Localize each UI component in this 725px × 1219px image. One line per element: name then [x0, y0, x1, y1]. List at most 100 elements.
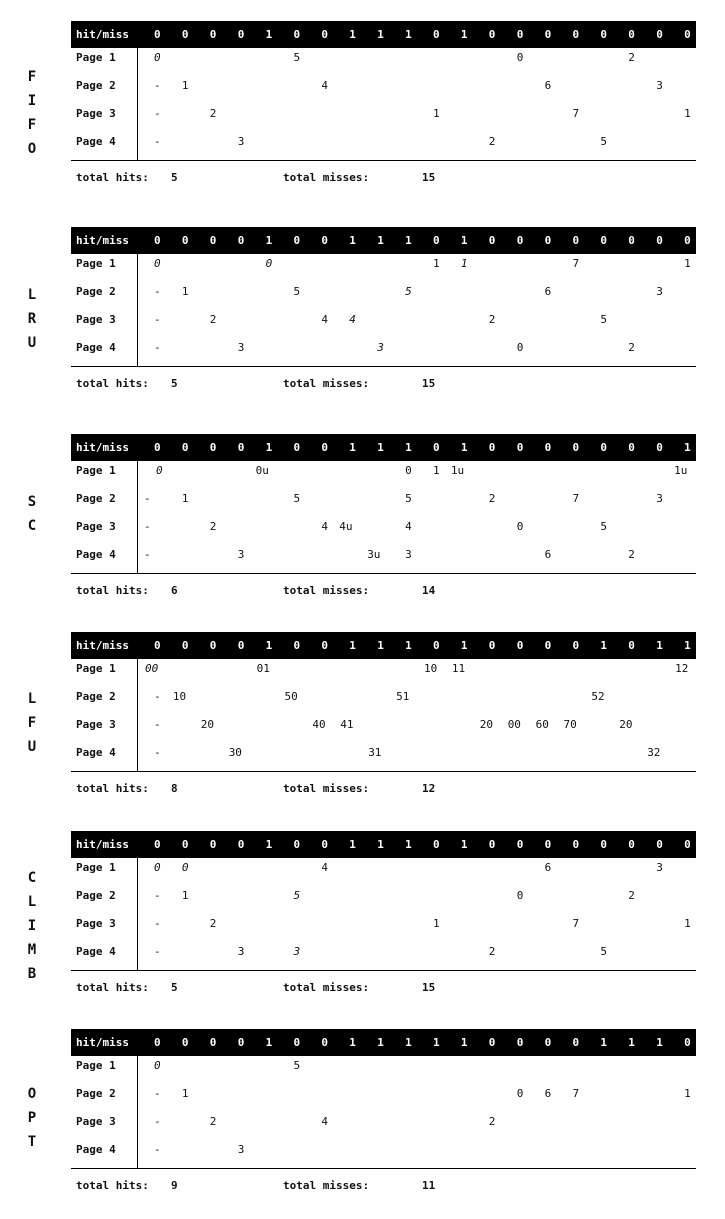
- row-label-page-4: Page 4: [76, 135, 116, 148]
- row-label-page-3: Page 3: [76, 718, 116, 731]
- hitmiss-value: 0: [209, 838, 217, 851]
- page-cell: 1: [433, 257, 440, 270]
- hitmiss-value: 0: [488, 838, 496, 851]
- hitmiss-value: 1: [460, 234, 468, 247]
- hitmiss-value: 0: [181, 838, 189, 851]
- hitmiss-value: 0: [209, 28, 217, 41]
- hitmiss-value: 1: [460, 838, 468, 851]
- hitmiss-value: 0: [209, 234, 217, 247]
- page-cell: 0: [154, 51, 161, 64]
- row-label-page-4: Page 4: [76, 341, 116, 354]
- hitmiss-value: 0: [209, 441, 217, 454]
- row-label-page-1: Page 1: [76, 257, 116, 270]
- hitmiss-value: 1: [433, 1036, 440, 1049]
- page-cell: 2: [209, 917, 217, 930]
- page-cell: 3: [237, 945, 245, 958]
- page-cell: 1: [181, 285, 189, 298]
- table-bottom-rule: [71, 1168, 696, 1169]
- algorithm-label: C L I M B: [27, 870, 37, 982]
- hitmiss-value: 1: [460, 639, 468, 652]
- page-cell: 60: [535, 718, 549, 731]
- page-cell: 20: [479, 718, 494, 731]
- hitmiss-value: 1: [684, 639, 691, 652]
- page-cell: 20: [200, 718, 215, 731]
- page-cell: 7: [572, 1087, 580, 1100]
- page-cell: 2: [209, 520, 217, 533]
- hitmiss-header: hit/miss 0 0 0 0 1 0 0 1 1 1 0 1 0 0 0 0 0 0 0 0: [71, 21, 696, 48]
- table-bottom-rule: [71, 771, 696, 772]
- page-cell: 5: [293, 1059, 301, 1072]
- page-cell: 2: [488, 313, 496, 326]
- hitmiss-value: 0: [237, 639, 245, 652]
- page-cell: 1: [684, 917, 691, 930]
- hitmiss-value: 0: [572, 28, 580, 41]
- hitmiss-value: 0: [181, 1036, 189, 1049]
- page-cell: 31: [368, 746, 382, 759]
- hitmiss-value: 1: [600, 1036, 608, 1049]
- page-cell: 0: [154, 257, 161, 270]
- hitmiss-value: 0: [154, 838, 161, 851]
- page-cell: 5: [600, 135, 608, 148]
- table-bottom-rule: [71, 573, 696, 574]
- page-cell: 4: [321, 520, 329, 533]
- hitmiss-value: 0: [154, 1036, 161, 1049]
- row-label-page-4: Page 4: [76, 945, 116, 958]
- page-cell: 7: [572, 257, 580, 270]
- hitmiss-value: 1: [405, 234, 412, 247]
- page-cell: 1: [684, 1087, 691, 1100]
- page-cell: -: [154, 690, 161, 703]
- page-cell: 1: [433, 107, 440, 120]
- hitmiss-value: 0: [544, 28, 552, 41]
- page-cell: 4: [321, 79, 329, 92]
- page-cell: 7: [572, 917, 580, 930]
- hitmiss-value: 0: [488, 441, 496, 454]
- hitmiss-value: 0: [154, 639, 161, 652]
- page-cell: 3: [656, 492, 663, 505]
- hitmiss-value: 0: [572, 838, 580, 851]
- page-cell: 4: [405, 520, 412, 533]
- page-cell: 1: [460, 257, 468, 270]
- hitmiss-value: 1: [460, 1036, 468, 1049]
- section-lru: L R U hit/miss 0 0 0 0 1 0 0 1 1 1 0 1 0 0 0 0 0 0 0 0 Page 1 P…: [0, 227, 725, 397]
- section-fifo: F I F O hit/miss 0 0 0 0 1 0 0 1 1 1 0 1 0 0 0 0 0 0 0 0 Page …: [0, 21, 725, 191]
- page-cell: 3: [405, 548, 412, 561]
- page-cell: -: [154, 945, 161, 958]
- total-hits-label: total hits:: [76, 171, 149, 184]
- hitmiss-value: 1: [265, 234, 273, 247]
- hitmiss-value: 0: [656, 441, 663, 454]
- page-cell: 2: [209, 1115, 217, 1128]
- page-cell: 0: [516, 51, 524, 64]
- hitmiss-header: hit/miss 0 0 0 0 1 0 0 1 1 1 0 1 0 0 0 0 0 0 0 1: [71, 434, 696, 461]
- hitmiss-value: 0: [154, 234, 161, 247]
- page-cell: -: [154, 285, 161, 298]
- hitmiss-value: 1: [405, 639, 412, 652]
- total-misses-value: 12: [422, 782, 436, 795]
- page-cell: 00: [145, 662, 159, 675]
- total-misses-value: 15: [422, 171, 436, 184]
- hitmiss-value: 0: [321, 234, 329, 247]
- page-cell: -: [154, 79, 161, 92]
- hitmiss-value: 1: [377, 639, 384, 652]
- page-cell: 20: [619, 718, 633, 731]
- row-label-page-3: Page 3: [76, 1115, 116, 1128]
- page-cell: 5: [405, 285, 412, 298]
- total-hits-value: 5: [171, 377, 178, 390]
- page-cell: 5: [293, 492, 301, 505]
- page-cell: 6: [544, 548, 552, 561]
- hitmiss-value: 1: [349, 838, 356, 851]
- hitmiss-value: 1: [377, 1036, 384, 1049]
- hitmiss-value: 0: [516, 234, 524, 247]
- page-cell: 3: [237, 135, 245, 148]
- page-cell: 3: [656, 79, 663, 92]
- hitmiss-value: 0: [433, 838, 440, 851]
- hitmiss-value: 0: [433, 639, 440, 652]
- hitmiss-value: 0: [656, 28, 663, 41]
- hitmiss-value: 1: [349, 234, 356, 247]
- total-hits-value: 9: [171, 1179, 178, 1192]
- hitmiss-value: 1: [349, 1036, 356, 1049]
- hitmiss-value: 1: [405, 1036, 412, 1049]
- hitmiss-value: 0: [516, 639, 524, 652]
- hitmiss-value: 0: [516, 441, 524, 454]
- hitmiss-value: 0: [488, 1036, 496, 1049]
- page-cell: 10: [424, 662, 438, 675]
